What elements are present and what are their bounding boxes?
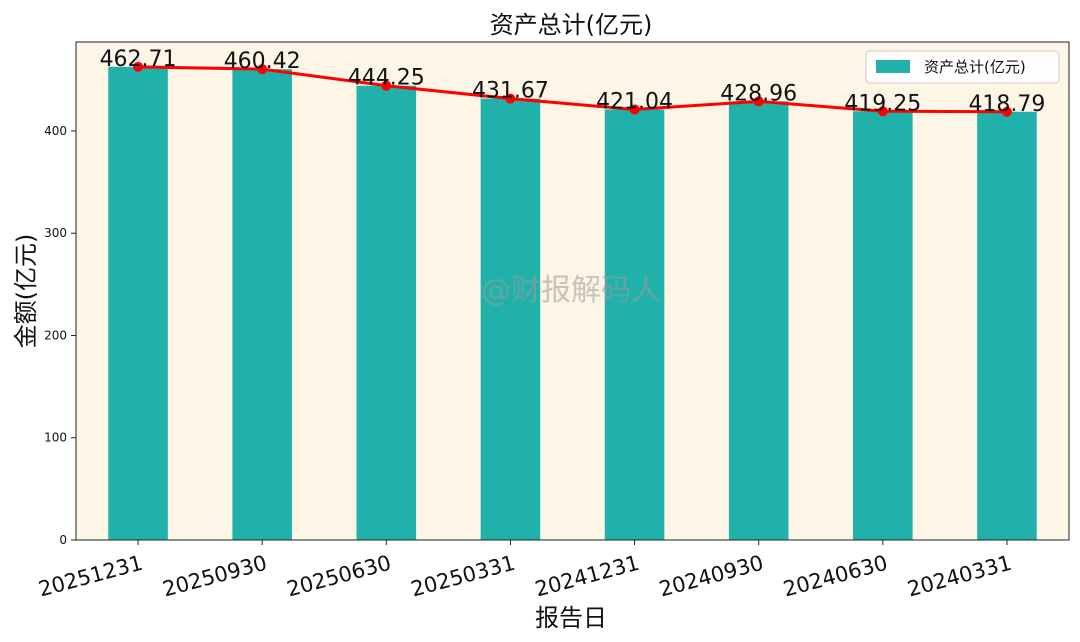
x-tick-label-20240630: 20240630 bbox=[781, 551, 890, 602]
line-series bbox=[133, 61, 1012, 117]
x-tick-label-20240930: 20240930 bbox=[657, 551, 766, 602]
y-tick-label: 400 bbox=[44, 124, 67, 138]
bar-20250930 bbox=[232, 69, 292, 541]
line-point-20240930 bbox=[753, 96, 764, 107]
line-point-20251231 bbox=[133, 61, 144, 72]
bar-20241231 bbox=[604, 109, 665, 540]
bar-series bbox=[108, 66, 1037, 541]
y-tick-label: 200 bbox=[44, 328, 67, 342]
data-label-20250630: 444.25 bbox=[348, 66, 425, 91]
legend: 资产总计(亿元) bbox=[865, 50, 1060, 84]
data-label-20240630: 419.25 bbox=[844, 91, 921, 116]
line-point-20241231 bbox=[629, 104, 640, 115]
legend-label: 资产总计(亿元) bbox=[924, 58, 1026, 76]
y-tick-label: 100 bbox=[44, 431, 67, 445]
x-axis: 20251231 20250930 20250630 20250331 20241231… bbox=[36, 540, 1014, 601]
bar-20240930 bbox=[728, 101, 789, 541]
bar-20240331 bbox=[977, 111, 1037, 541]
plot-frame bbox=[75, 41, 1070, 541]
data-labels: 462.71 460.42 444.25 431.67 421.04 428.96 419.… bbox=[100, 47, 1046, 117]
data-label-20241231: 421.04 bbox=[596, 89, 673, 114]
line-point-20240630 bbox=[877, 106, 888, 117]
x-tick-label-20251231: 20251231 bbox=[36, 551, 145, 602]
data-label-20251231: 462.71 bbox=[100, 47, 177, 72]
bar-20240630 bbox=[853, 111, 913, 541]
y-tick-label: 300 bbox=[44, 226, 67, 240]
x-tick-label-20250630: 20250630 bbox=[284, 551, 393, 602]
line-point-20240331 bbox=[1001, 106, 1012, 117]
data-label-20240331: 418.79 bbox=[968, 92, 1045, 117]
line-point-20250331 bbox=[505, 93, 516, 104]
chart-title: 资产总计(亿元) bbox=[490, 11, 653, 39]
x-tick-label-20250930: 20250930 bbox=[160, 551, 269, 602]
bar-20250331 bbox=[480, 98, 541, 541]
x-tick-label-20250331: 20250331 bbox=[408, 551, 517, 602]
y-axis: 0 100 200 300 400 bbox=[44, 124, 76, 547]
y-tick-label: 0 bbox=[59, 533, 67, 547]
data-label-20250331: 431.67 bbox=[472, 79, 549, 104]
x-tick-label-20240331: 20240331 bbox=[905, 551, 1014, 602]
data-label-20240930: 428.96 bbox=[720, 81, 797, 106]
x-axis-label: 报告日 bbox=[535, 604, 607, 632]
y-axis-label: 金额(亿元) bbox=[12, 234, 40, 349]
data-label-20250930: 460.42 bbox=[224, 49, 301, 74]
bar-20251231 bbox=[108, 66, 168, 540]
trend-line bbox=[138, 65, 1007, 114]
line-point-20250930 bbox=[257, 64, 268, 75]
x-tick-label-20241231: 20241231 bbox=[532, 551, 641, 602]
legend-swatch bbox=[876, 60, 910, 73]
bar-20250630 bbox=[356, 85, 417, 540]
watermark: @财报解码人 bbox=[481, 273, 661, 308]
legend-box bbox=[865, 50, 1060, 84]
line-point-20250630 bbox=[381, 80, 392, 91]
